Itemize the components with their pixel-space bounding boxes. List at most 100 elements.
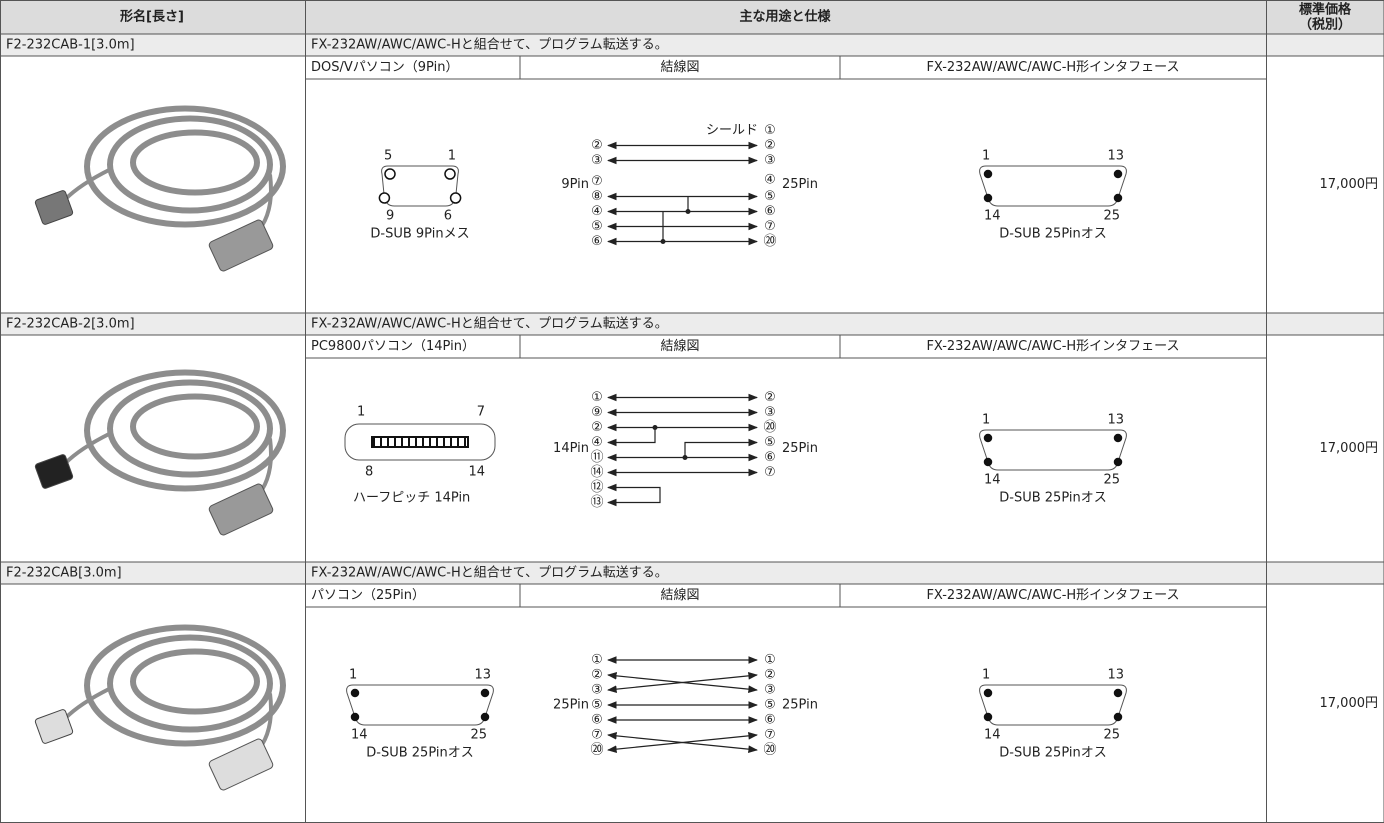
pin-label: ⑫ [590,480,603,495]
cable-coil [107,634,273,733]
pin-label: ③ [764,153,776,168]
pin-label: ② [764,668,776,683]
connector-caption: D-SUB 9Pinメス [370,227,469,242]
wiring-label: 9Pin [561,177,589,192]
cable-connector [208,483,274,536]
column-label: パソコン（25Pin） [311,588,425,603]
header-price: （税別） [1299,17,1351,33]
pin-hole [983,193,993,203]
cable-coil [107,115,273,214]
pin-label: ① [591,653,603,668]
cable-coil [84,105,286,228]
header-bg [0,0,1384,34]
pin-number: 25 [1103,728,1120,743]
pin-label: ⑦ [591,174,603,189]
connector-caption: D-SUB 25Pinオス [999,491,1106,506]
pin-label: ⑥ [591,713,603,728]
pin-number: 9 [386,209,394,224]
pin-label: ⑤ [764,435,776,450]
pin-label: ③ [764,405,776,420]
junction [685,209,691,214]
column-label: 結線図 [660,338,699,354]
pin-number: 13 [1107,413,1124,428]
cable-connector [34,709,74,744]
pin-number: 1 [982,149,990,164]
pin-label: ② [591,138,603,153]
column-label: FX-232AW/AWC/AWC-H形インタフェース [926,588,1179,603]
pin-label: ⑤ [764,189,776,204]
product-usage: FX-232AW/AWC/AWC-Hと組合せて、プログラム転送する。 [311,317,668,332]
pin-label: ⑨ [591,405,603,420]
cable-connector [34,454,74,489]
pin-number: 1 [982,668,990,683]
pin-label: ⑥ [764,713,776,728]
junction [682,455,688,460]
cable-connector [208,738,274,791]
pin-label: ② [764,138,776,153]
column-label: DOS/Vパソコン（9Pin） [311,60,458,75]
pin-label: ⑤ [591,698,603,713]
pin-number: 1 [349,668,357,683]
pin-hole [449,192,462,204]
junction [660,239,666,244]
wiring-label: 25Pin [553,698,589,713]
pin-hole [1113,688,1123,698]
pin-hole [1113,433,1123,443]
product-name: F2-232CAB-1[3.0m] [6,38,135,53]
pin-hole [350,712,360,722]
pin-label: ② [591,420,603,435]
wire [607,672,758,693]
product-row-bg [0,562,1384,584]
pin-label: ① [764,123,776,138]
cable-coil [84,624,286,747]
pin-number: 25 [470,728,487,743]
cable-connector [34,190,74,225]
pin-label: ⑥ [764,450,776,465]
cable-connector [208,219,274,272]
column-label: PC9800パソコン（14Pin） [311,339,475,354]
pin-hole [1113,712,1123,722]
wiring-note: シールド [706,123,758,138]
pin-hole [983,688,993,698]
pin-label: ⑤ [591,219,603,234]
pin-label: ⑦ [764,728,776,743]
pin-label: ⑦ [764,465,776,480]
pin-label: ⑳ [590,743,603,758]
pin-hole [1113,169,1123,179]
pin-label: ⑥ [591,234,603,249]
pin-hole [480,688,490,698]
pin-label: ⑪ [590,450,603,465]
wire [607,427,656,447]
pin-number: 14 [984,728,1001,743]
column-label: 結線図 [660,587,699,603]
pin-label: ⑭ [590,465,603,480]
connector-caption: D-SUB 25Pinオス [999,746,1106,761]
pin-number: 5 [384,149,392,164]
pin-number: 14 [984,473,1001,488]
product-row-bg [0,313,1384,335]
wiring-label: 25Pin [782,441,818,456]
wiring-label: 14Pin [553,441,589,456]
cable-coil [107,379,273,478]
connector-shell [979,165,1127,207]
product-row-bg [0,34,1384,56]
pin-label: ③ [764,683,776,698]
pin-label: ① [591,390,603,405]
pin-number: 25 [1103,209,1120,224]
pin-label: ⑳ [763,743,776,758]
pin-number: 13 [1107,668,1124,683]
connector-shell [979,684,1127,726]
column-label: FX-232AW/AWC/AWC-H形インタフェース [926,60,1179,75]
product-name: F2-232CAB-2[3.0m] [6,317,135,332]
wire [607,732,758,753]
connector-shell [344,423,496,461]
pin-label: ⑥ [764,204,776,219]
pin-label: ③ [591,683,603,698]
pin-label: ⑬ [590,495,603,510]
connector-pins [371,436,469,448]
connector-shell [979,429,1127,471]
pin-hole [384,168,396,180]
product-usage: FX-232AW/AWC/AWC-Hと組合せて、プログラム転送する。 [311,38,668,53]
header-model: 形名[長さ] [120,9,184,25]
wiring-label: 25Pin [782,698,818,713]
